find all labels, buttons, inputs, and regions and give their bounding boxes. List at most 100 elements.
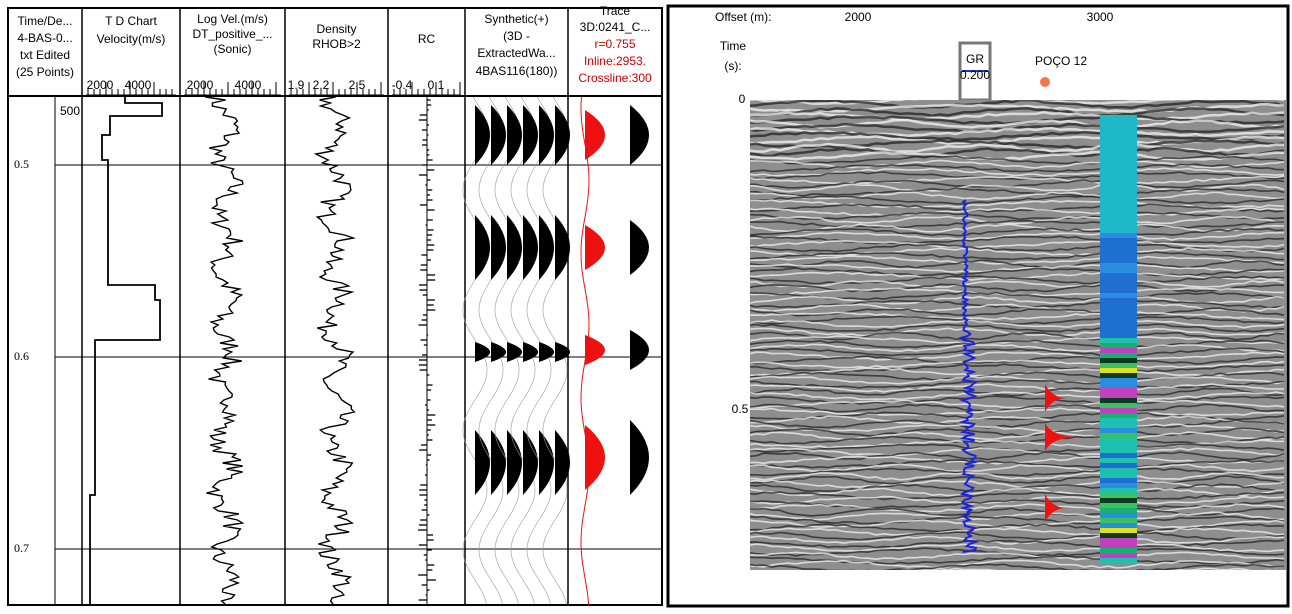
seismic-reflector — [750, 223, 1285, 233]
seismic-reflector — [750, 475, 1285, 485]
well-band — [1100, 313, 1137, 318]
synthetic-lobe — [539, 105, 554, 165]
well-band — [1100, 488, 1137, 493]
seismic-reflector — [750, 139, 1285, 149]
time-label: 0.7 — [14, 541, 29, 555]
track-header: RHOB>2 — [312, 37, 361, 51]
track-header: 4BAS116(180)) — [476, 64, 558, 78]
time-tick: 0.5 — [732, 402, 749, 416]
scale-label: 2000 — [187, 78, 214, 92]
well-band — [1100, 388, 1137, 393]
well-band — [1100, 428, 1137, 433]
seismic-reflector — [750, 447, 1285, 457]
seismic-reflector — [750, 122, 1285, 134]
well-band — [1100, 548, 1137, 553]
seismic-reflector — [750, 463, 1285, 473]
well-band — [1100, 533, 1137, 538]
seismic-reflector — [750, 307, 1285, 317]
seismic-reflector — [750, 367, 1285, 377]
seismic-reflector — [750, 347, 1285, 357]
seismic-reflector — [750, 239, 1285, 249]
well-band — [1100, 423, 1137, 428]
trace-red-curve — [580, 96, 590, 605]
seismic-reflector — [750, 171, 1285, 181]
synthetic-lobe — [507, 105, 522, 165]
seismic-reflector — [750, 399, 1285, 409]
track-header: RC — [418, 32, 436, 46]
synthetic-lobe — [475, 430, 490, 495]
seismic-reflector — [750, 231, 1285, 241]
synthetic-lobe — [475, 105, 490, 165]
seismic-reflector — [750, 503, 1285, 513]
well-band — [1100, 453, 1137, 458]
well-name: POÇO 12 — [1035, 54, 1087, 68]
synthetic-lobe — [555, 430, 570, 495]
well-band — [1100, 303, 1137, 308]
well-band — [1100, 258, 1137, 263]
seismic-reflector — [750, 267, 1285, 277]
synthetic-lobe — [523, 105, 538, 165]
gr-curve — [958, 199, 980, 553]
well-band — [1100, 323, 1137, 328]
seismic-reflector — [750, 100, 1284, 105]
time-axis-label: Time — [720, 39, 747, 53]
seismic-reflector — [750, 331, 1285, 341]
well-band — [1100, 523, 1137, 528]
well-band — [1100, 283, 1137, 288]
seismic-reflector — [750, 539, 1285, 549]
well-band — [1100, 353, 1137, 358]
well-band — [1100, 328, 1137, 333]
offset-tick: 2000 — [845, 10, 872, 24]
synthetic-lobe — [539, 215, 554, 280]
synthetic-lobe — [539, 430, 554, 495]
well-band — [1100, 253, 1137, 258]
synthetic-lobe — [491, 342, 506, 362]
well-band — [1100, 233, 1137, 238]
seismic-reflector — [750, 227, 1285, 237]
time-tick: 0 — [739, 92, 746, 106]
time-axis-label: (s): — [724, 59, 741, 73]
track-header: Synthetic(+) — [484, 12, 548, 26]
well-band — [1100, 433, 1137, 438]
track-header: Density — [316, 22, 356, 36]
track-header: DT_positive_... — [192, 27, 272, 41]
well-band — [1100, 288, 1137, 293]
seismic-reflector — [750, 146, 1285, 158]
track-header: (Sonic) — [213, 42, 251, 56]
trace-black-lobe — [630, 220, 649, 275]
track-header: (3D - — [503, 29, 530, 43]
seismic-reflector — [750, 219, 1285, 229]
time-label: 0.5 — [14, 157, 29, 171]
seismic-reflector — [750, 511, 1285, 521]
well-band — [1100, 458, 1137, 463]
seismic-reflector — [750, 319, 1285, 329]
well-band — [1100, 373, 1137, 378]
seismic-reflector — [750, 251, 1285, 261]
well-band — [1100, 558, 1137, 563]
well-band — [1100, 333, 1137, 338]
synthetic-lobe — [507, 215, 522, 280]
seismic-reflector — [750, 323, 1285, 333]
column-header: (25 Points) — [16, 65, 74, 79]
seismic-reflector — [750, 535, 1285, 545]
well-band — [1100, 543, 1137, 548]
synthetic-lobe — [555, 215, 570, 280]
well-band — [1100, 318, 1137, 323]
seismic-reflector — [750, 387, 1285, 397]
seismic-reflector — [750, 207, 1285, 217]
well-band — [1100, 483, 1137, 488]
td-velocity-curve — [89, 97, 163, 605]
seismic-reflector — [750, 363, 1284, 373]
track-header: Log Vel.(m/s) — [197, 12, 268, 26]
well-marker — [1040, 77, 1050, 87]
well-band — [1100, 473, 1137, 478]
offset-tick: 3000 — [1087, 10, 1114, 24]
seismic-reflector — [750, 375, 1285, 385]
column-header: Time/De... — [18, 14, 73, 28]
seismic-reflector — [750, 155, 1285, 165]
seismic-reflector — [750, 299, 1285, 309]
well-band — [1100, 358, 1137, 363]
seismic-reflector — [750, 379, 1285, 389]
well-band — [1100, 518, 1137, 523]
well-band — [1100, 298, 1137, 303]
